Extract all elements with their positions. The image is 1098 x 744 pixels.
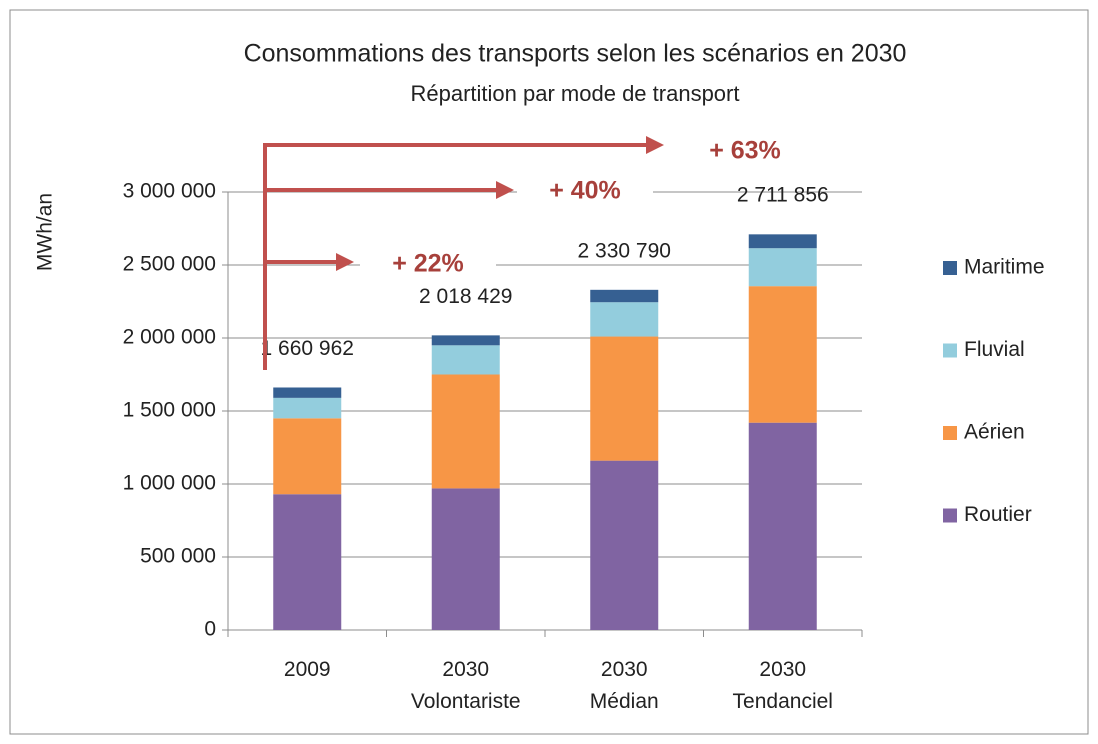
arrow-head [496,181,514,199]
bar-segment [590,460,659,630]
legend-label: Aérien [964,421,1025,444]
y-tick-label: 500 000 [140,545,216,568]
x-tick-label: 2030 Médian [590,658,659,713]
bar-segment [431,374,500,489]
bar-segment [273,387,342,398]
x-tick-line: 2030 [759,658,806,681]
x-tick-line: 2030 [442,658,489,681]
x-tick-label: 2030 Tendanciel [733,658,833,713]
x-tick-line: 2009 [284,658,331,681]
y-tick-label: 1 000 000 [123,472,216,495]
arrow-head [646,136,664,154]
bar-segment [431,335,500,346]
bar-segment [590,289,659,303]
bar-segment [431,345,500,375]
chart-title: Consommations des transports selon les s… [244,40,907,68]
chart-frame [9,9,1089,735]
y-tick-label: 2 000 000 [123,326,216,349]
x-tick-line: Médian [590,690,659,713]
total-label: 2 711 856 [737,184,829,207]
annotation-bg [677,134,813,170]
legend-swatch [943,261,957,275]
total-label: 1 660 962 [261,337,354,360]
annotation-bg [517,174,653,210]
bar-segment [273,397,342,419]
y-axis-label: MWh/an [34,193,57,271]
bar-segment [590,336,659,461]
annotation-bg [360,247,496,283]
bar-segment [748,286,817,423]
x-tick-label: 2009 [284,658,331,681]
x-tick-label: 2030 Volontariste [411,658,521,713]
total-label: 2 018 429 [419,285,512,308]
arrow-head [336,253,354,271]
annotation: + 63% [709,137,781,165]
bar-segment [273,418,342,495]
annotation: + 22% [392,250,464,278]
bar-segment [748,248,817,287]
bar-segment [273,494,342,630]
y-tick-label: 1 500 000 [123,399,216,422]
annotation: + 40% [549,177,621,205]
legend-label: Fluvial [964,338,1025,361]
legend-swatch [943,426,957,440]
bar-segment [431,488,500,630]
x-tick-line: Volontariste [411,690,521,713]
legend-swatch [943,508,957,523]
bar-segment [748,234,817,249]
x-tick-line: 2030 [601,658,648,681]
x-tick-line: Tendanciel [733,690,833,713]
total-label: 2 330 790 [578,239,671,262]
legend-label: Routier [964,503,1032,526]
legend-label: Maritime [964,256,1045,279]
bar-segment [590,302,659,337]
chart-subtitle: Répartition par mode de transport [411,81,740,106]
bar-segment [748,422,817,630]
legend-swatch [943,343,957,358]
y-tick-label: 2 500 000 [123,253,216,276]
y-tick-label: 3 000 000 [123,180,216,203]
y-tick-label: 0 [204,618,216,641]
